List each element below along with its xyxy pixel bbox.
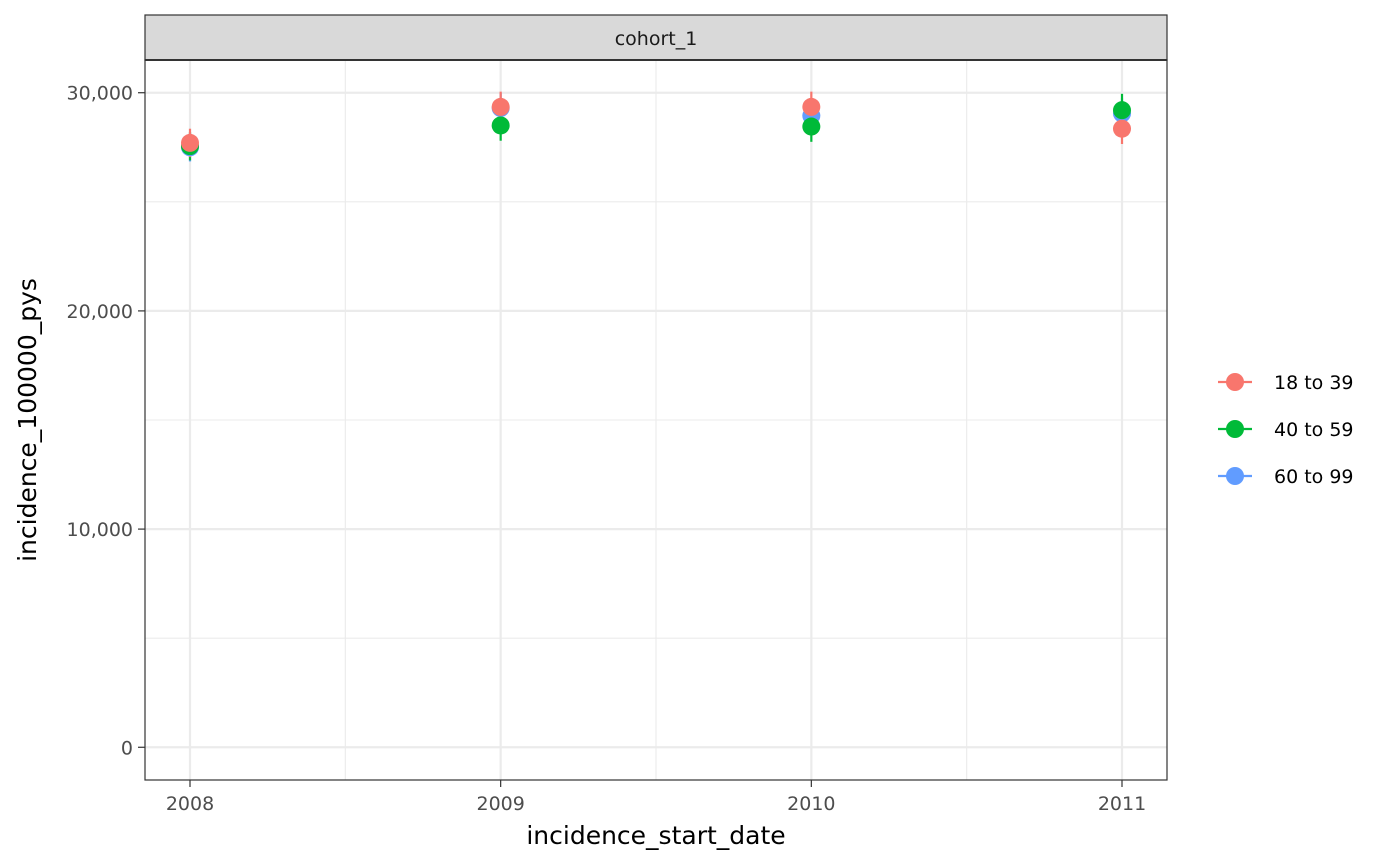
axes: 0 10,000 20,000 30,000 2008 2009 2010 2011 bbox=[67, 83, 1147, 815]
legend-key-point bbox=[1226, 467, 1244, 485]
legend-label: 60 to 99 bbox=[1274, 466, 1354, 488]
y-axis-title: incidence_100000_pys bbox=[13, 278, 42, 562]
y-tick-label: 30,000 bbox=[67, 83, 133, 105]
x-tick-label: 2010 bbox=[787, 793, 835, 815]
legend-label: 40 to 59 bbox=[1274, 419, 1354, 441]
legend-key-point bbox=[1226, 373, 1244, 391]
data-marks bbox=[181, 91, 1131, 162]
grid-lines bbox=[145, 60, 1167, 780]
legend-label: 18 to 39 bbox=[1274, 372, 1354, 394]
x-axis-title: incidence_start_date bbox=[526, 821, 785, 850]
legend-key-point bbox=[1226, 420, 1244, 438]
data-point bbox=[802, 117, 821, 136]
y-tick-label: 0 bbox=[121, 737, 133, 759]
x-tick-label: 2011 bbox=[1098, 793, 1146, 815]
data-point bbox=[1113, 101, 1131, 120]
data-point bbox=[491, 97, 510, 116]
data-point bbox=[802, 97, 821, 116]
data-point bbox=[1113, 119, 1131, 138]
facet-strip bbox=[144, 14, 1168, 61]
y-tick-label: 10,000 bbox=[67, 519, 133, 541]
x-tick-label: 2008 bbox=[166, 793, 214, 815]
facet-strip-label: cohort_1 bbox=[615, 28, 698, 50]
legend: 18 to 39 40 to 59 60 to 99 bbox=[1218, 372, 1354, 488]
x-tick-label: 2009 bbox=[476, 793, 524, 815]
y-tick-label: 20,000 bbox=[67, 301, 133, 323]
data-point bbox=[491, 116, 510, 135]
data-point bbox=[181, 133, 199, 152]
